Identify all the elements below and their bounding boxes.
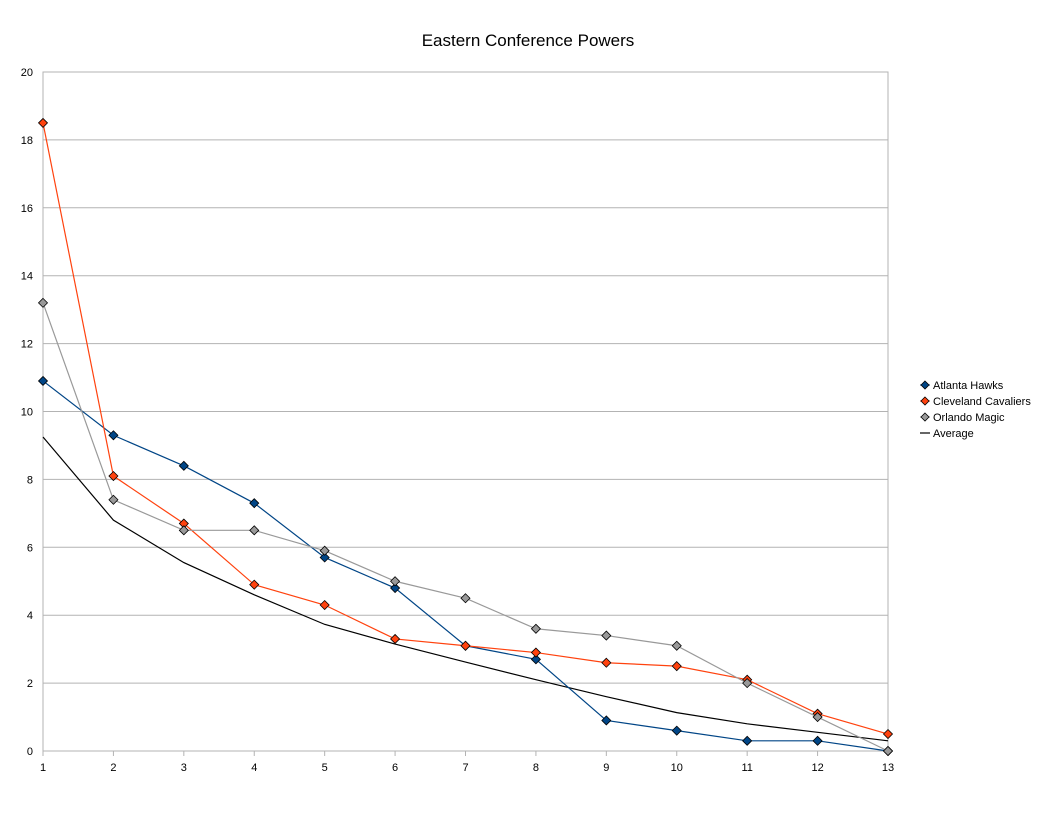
data-point-atlanta-hawks	[249, 498, 260, 509]
data-point-cleveland-cavaliers	[319, 599, 330, 611]
x-tick-label: 10	[671, 762, 683, 774]
data-point-cleveland-cavaliers	[601, 657, 612, 668]
data-point-orlando-magic	[249, 525, 260, 536]
legend-item-average: Average	[920, 428, 974, 440]
series-average	[42, 436, 889, 742]
series-line-atlanta-hawks	[42, 380, 889, 752]
y-tick-label: 10	[21, 407, 33, 419]
data-point-orlando-magic	[178, 525, 189, 536]
legend-marker	[920, 396, 930, 406]
y-tick-label: 0	[27, 746, 33, 758]
data-point-atlanta-hawks	[390, 582, 401, 594]
legend-label: Atlanta Hawks	[933, 380, 1004, 392]
data-point-orlando-magic	[882, 745, 894, 757]
data-point-orlando-magic	[319, 545, 330, 556]
data-point-orlando-magic	[108, 494, 119, 505]
y-tick-label: 14	[21, 271, 33, 283]
data-point-atlanta-hawks	[671, 725, 682, 736]
y-tick-label: 8	[27, 474, 33, 486]
x-tick-label: 9	[603, 762, 609, 774]
x-tick-label: 7	[462, 762, 468, 774]
x-tick-label: 1	[40, 762, 46, 774]
y-tick-label: 12	[21, 339, 33, 351]
data-point-atlanta-hawks	[319, 552, 330, 563]
series-orlando-magic	[37, 297, 894, 757]
data-point-cleveland-cavaliers	[460, 640, 471, 651]
data-point-atlanta-hawks	[108, 430, 119, 441]
x-tick-label: 3	[181, 762, 187, 774]
x-axis-ticks: 1 2 3 4 5 6 7 8 9 10 11 12 13	[40, 751, 894, 774]
legend: Atlanta Hawks Cleveland Cavaliers Orlando …	[920, 380, 1031, 440]
data-point-cleveland-cavaliers	[882, 728, 894, 740]
data-point-atlanta-hawks	[530, 654, 541, 665]
data-point-orlando-magic	[812, 711, 823, 723]
y-tick-label: 4	[27, 610, 33, 622]
series-cleveland-cavaliers	[37, 117, 894, 740]
series-line-average	[42, 436, 889, 742]
legend-label: Orlando Magic	[933, 412, 1005, 424]
y-tick-label: 20	[21, 67, 33, 79]
data-point-orlando-magic	[390, 576, 401, 587]
data-point-orlando-magic	[671, 640, 682, 651]
data-point-orlando-magic	[742, 678, 753, 689]
x-tick-label: 5	[322, 762, 328, 774]
x-tick-label: 12	[811, 762, 823, 774]
data-point-atlanta-hawks	[178, 460, 189, 471]
y-axis-ticks: 0 2 4 6 8 10 12 14 16 18 20	[21, 67, 33, 758]
legend-item-cleveland-cavaliers: Cleveland Cavaliers	[920, 396, 1031, 408]
data-point-cleveland-cavaliers	[671, 661, 682, 672]
chart-title: Eastern Conference Powers	[422, 31, 635, 50]
data-point-atlanta-hawks	[812, 735, 823, 746]
x-tick-label: 2	[110, 762, 116, 774]
data-point-orlando-magic	[460, 593, 471, 604]
y-tick-label: 2	[27, 678, 33, 690]
x-tick-label: 11	[741, 762, 752, 774]
series-layer	[37, 117, 894, 757]
y-tick-label: 16	[21, 203, 33, 215]
data-point-atlanta-hawks	[742, 735, 753, 746]
data-point-orlando-magic	[601, 630, 612, 641]
data-point-cleveland-cavaliers	[390, 633, 401, 645]
series-line-orlando-magic	[42, 302, 889, 752]
legend-marker	[920, 412, 930, 422]
data-point-cleveland-cavaliers	[249, 579, 260, 590]
x-tick-label: 6	[392, 762, 398, 774]
data-point-cleveland-cavaliers	[108, 470, 119, 482]
data-point-orlando-magic	[37, 297, 49, 308]
x-tick-label: 8	[533, 762, 539, 774]
legend-label: Average	[933, 428, 974, 440]
data-point-orlando-magic	[530, 623, 541, 634]
y-tick-label: 6	[27, 542, 33, 554]
series-atlanta-hawks	[37, 375, 894, 757]
data-point-cleveland-cavaliers	[530, 647, 541, 658]
legend-item-orlando-magic: Orlando Magic	[920, 412, 1005, 424]
grid	[42, 71, 889, 752]
legend-item-atlanta-hawks: Atlanta Hawks	[920, 380, 1004, 392]
x-tick-label: 4	[251, 762, 257, 774]
data-point-atlanta-hawks	[37, 375, 49, 387]
data-point-cleveland-cavaliers	[37, 117, 49, 128]
y-tick-label: 18	[21, 135, 33, 147]
data-point-atlanta-hawks	[601, 715, 612, 726]
x-tick-label: 13	[882, 762, 894, 774]
legend-marker	[920, 380, 930, 390]
legend-label: Cleveland Cavaliers	[933, 396, 1031, 408]
